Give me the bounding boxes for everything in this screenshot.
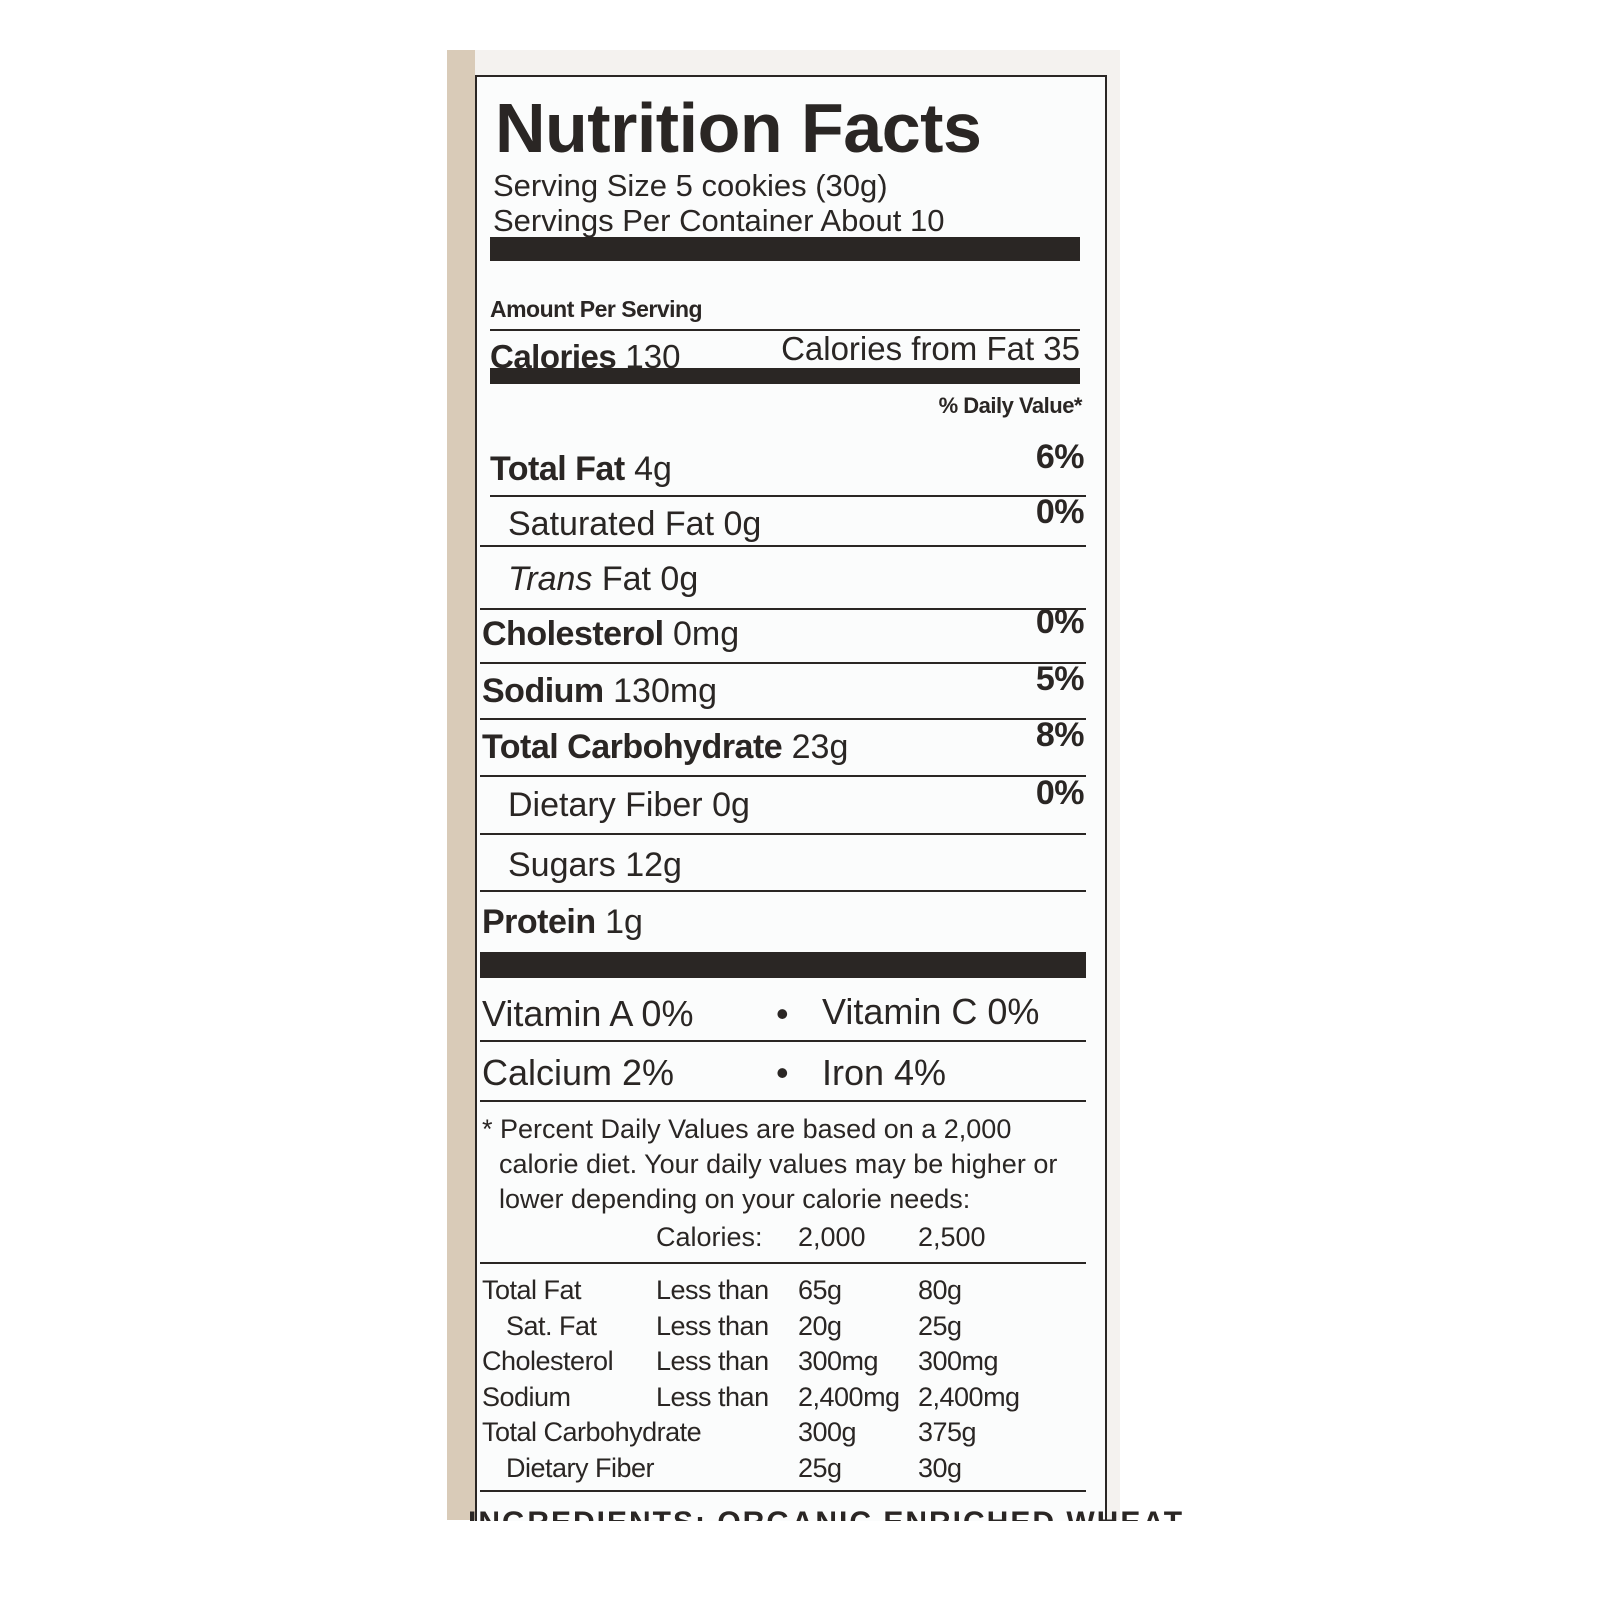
vitamin: Calcium 2% xyxy=(482,1052,675,1093)
rule xyxy=(480,1490,1086,1492)
nutrient-label: Total Carbohydrate xyxy=(482,728,783,766)
nutrient-row: Cholesterol 0mg xyxy=(482,615,739,654)
nutrient-row: Total Carbohydrate 23g xyxy=(482,728,848,767)
table-cell: 80g xyxy=(918,1275,962,1305)
rule xyxy=(480,833,1086,835)
table-cell: Sat. Fat xyxy=(506,1310,597,1341)
daily-value: 0% xyxy=(1035,493,1085,531)
nutrient-row: Saturated Fat 0g xyxy=(508,505,761,544)
rule xyxy=(480,1040,1086,1042)
nutrient-label: Sugars xyxy=(508,846,616,884)
nutrient-label: Total Fat xyxy=(490,450,625,488)
nutrient-amount: 0mg xyxy=(673,615,740,653)
nutrient-row: Trans Fat 0g xyxy=(508,560,698,599)
rule xyxy=(480,775,1086,777)
nutrient-label: Protein xyxy=(482,903,596,941)
nutrient-amount: 1g xyxy=(605,903,643,941)
nutrient-row: Protein 1g xyxy=(482,903,643,942)
table-cell: 2,400mg xyxy=(798,1381,900,1412)
table-cell: 300mg xyxy=(918,1346,999,1376)
table-cell: Less than xyxy=(656,1381,769,1412)
package-edge xyxy=(447,50,475,1520)
rule xyxy=(490,329,1080,331)
table-cell: 20g xyxy=(798,1310,842,1341)
table-cell: 2,400mg xyxy=(918,1381,1020,1412)
nutrient-amount: 12g xyxy=(625,846,682,884)
servings-per-container: Servings Per Container About 10 xyxy=(493,203,945,238)
vitamin: Vitamin A 0% xyxy=(482,993,694,1034)
table-cell: 65g xyxy=(798,1275,842,1305)
table-cell: 375g xyxy=(918,1417,977,1447)
nutrient-row: Total Fat 4g xyxy=(490,450,672,489)
bullet: • xyxy=(776,1052,789,1093)
table-cell: Cholesterol xyxy=(482,1346,614,1376)
rule xyxy=(480,662,1086,664)
nutrient-row: Sodium 130mg xyxy=(482,672,717,711)
table-cell: Total Carbohydrate xyxy=(482,1417,702,1447)
rule xyxy=(480,1262,1086,1264)
title: Nutrition Facts xyxy=(495,89,982,167)
nutrient-amount: 130mg xyxy=(613,672,718,710)
table-cell: 300mg xyxy=(798,1346,879,1376)
nutrient-label: Saturated Fat xyxy=(508,505,715,543)
table-cell: 25g xyxy=(798,1452,842,1483)
rule xyxy=(490,495,1086,497)
daily-value: 5% xyxy=(1035,660,1085,698)
serving-size: Serving Size 5 cookies (30g) xyxy=(493,168,888,203)
nutrient-row: Dietary Fiber 0g xyxy=(508,786,750,825)
amount-per-serving: Amount Per Serving xyxy=(490,296,703,322)
thick-rule xyxy=(490,237,1080,261)
nutrient-label: Dietary Fiber xyxy=(508,786,703,824)
table-cell: 25g xyxy=(918,1310,962,1341)
table-cell: Sodium xyxy=(482,1381,571,1412)
rule xyxy=(480,890,1086,892)
rule xyxy=(480,1100,1086,1102)
table-cell: Dietary Fiber xyxy=(506,1452,655,1483)
table-header: Calories: xyxy=(656,1222,763,1252)
nutrient-label-italic: Trans xyxy=(508,560,593,598)
footnote: * Percent Daily Values are based on a 2,… xyxy=(482,1114,1058,1214)
table-cell: 300g xyxy=(798,1417,857,1447)
thick-rule xyxy=(480,952,1086,978)
daily-value: 8% xyxy=(1035,716,1085,754)
daily-value: 6% xyxy=(1035,438,1085,476)
nutrient-amount: 0g xyxy=(712,786,750,824)
vitamin: Vitamin C 0% xyxy=(822,991,1040,1032)
crop xyxy=(0,1521,1600,1600)
nutrient-amount: 4g xyxy=(634,450,672,488)
rule xyxy=(480,718,1086,720)
table-cell: Less than xyxy=(656,1346,769,1376)
daily-value-header: % Daily Value* xyxy=(938,393,1083,418)
bullet: • xyxy=(776,993,789,1034)
nutrient-row: Sugars 12g xyxy=(508,846,682,885)
table-cell: Less than xyxy=(656,1275,769,1305)
nutrient-amount: 23g xyxy=(791,728,849,766)
table-cell: 30g xyxy=(918,1452,962,1483)
daily-value: 0% xyxy=(1035,603,1085,641)
daily-value: 0% xyxy=(1035,774,1085,812)
table-header: 2,500 xyxy=(918,1222,986,1252)
calories-from-fat: Calories from Fat 35 xyxy=(781,330,1080,367)
rule xyxy=(480,545,1086,547)
table-cell: Total Fat xyxy=(482,1275,582,1305)
nutrient-label: Sodium xyxy=(482,672,604,710)
nutrient-amount: 0g xyxy=(660,560,699,598)
table-cell: Less than xyxy=(656,1310,769,1341)
table-header: 2,000 xyxy=(798,1222,866,1252)
rule xyxy=(480,608,1086,610)
nutrient-label: Fat xyxy=(601,560,651,598)
label-border xyxy=(475,75,1107,1522)
thick-rule xyxy=(490,368,1080,384)
vitamin: Iron 4% xyxy=(822,1052,947,1093)
nutrient-amount: 0g xyxy=(723,505,762,543)
nutrient-label: Cholesterol xyxy=(482,615,664,653)
